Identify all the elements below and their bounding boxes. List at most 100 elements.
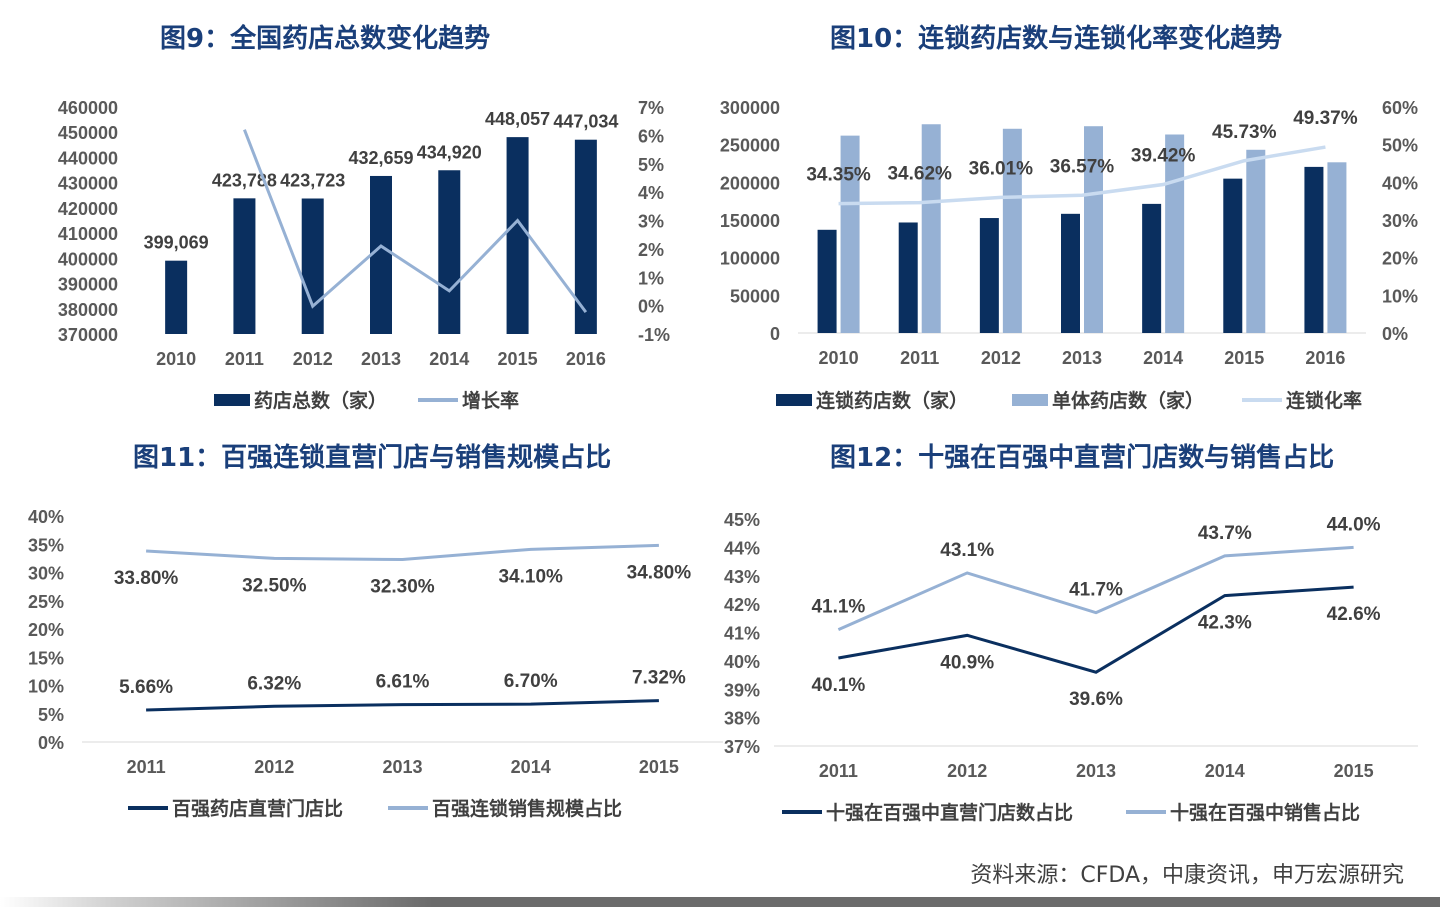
- fig9-x-tick: 2013: [361, 349, 401, 369]
- fig9-yright-tick: 1%: [638, 268, 664, 288]
- chart-title-fig9: 图9：全国药店总数变化趋势: [160, 24, 491, 54]
- fig9-yright-tick: 6%: [638, 126, 664, 146]
- fig10-yleft-tick: 100000: [720, 249, 780, 269]
- fig10-single-bar: [1327, 162, 1347, 333]
- fig9-yright-tick: 2%: [638, 240, 664, 260]
- fig11-sales-ratio-label: 32.30%: [370, 577, 435, 598]
- footer-bar: [0, 897, 1440, 907]
- fig12-y-tick: 39%: [724, 680, 760, 700]
- fig10-chain-bar: [817, 229, 837, 333]
- fig9-yleft-tick: 420000: [58, 199, 118, 219]
- fig10-single-bar: [1084, 126, 1103, 334]
- fig10-x-tick: 2011: [900, 348, 939, 368]
- fig10-yleft-tick: 250000: [720, 136, 780, 156]
- fig10-yright-tick: 40%: [1382, 173, 1418, 193]
- fig9-yleft-tick: 370000: [58, 325, 118, 345]
- fig9-bar-label: 447,034: [553, 112, 618, 132]
- fig11-x-tick: 2014: [511, 757, 551, 777]
- fig12-sales-share-label: 43.1%: [940, 540, 994, 561]
- fig9-yleft-tick: 400000: [58, 249, 118, 269]
- fig10-yright-tick: 50%: [1382, 136, 1418, 156]
- fig11-store-ratio-label: 6.32%: [247, 673, 301, 694]
- fig10-yleft-tick: 200000: [720, 173, 780, 193]
- fig9-bar: [370, 175, 392, 334]
- fig11-x-tick: 2015: [639, 757, 679, 777]
- fig9-yleft-tick: 390000: [58, 275, 118, 295]
- fig10-x-tick: 2010: [819, 348, 859, 368]
- fig11-store-ratio-label: 5.66%: [119, 677, 173, 698]
- fig9-yright-tick: -1%: [638, 325, 670, 345]
- fig10-single-bar: [840, 135, 860, 333]
- fig11-sales-ratio-line: [146, 543, 659, 562]
- fig9-yright-tick: 7%: [638, 98, 664, 118]
- fig11-y-tick: 40%: [28, 507, 64, 527]
- fig10-legend-single-label: 单体药店数（家）: [1052, 389, 1204, 412]
- fig12-x-tick: 2015: [1334, 761, 1374, 781]
- fig11-store-ratio-line: [146, 699, 659, 712]
- fig10-yleft-tick: 150000: [720, 211, 780, 231]
- fig9-bar: [506, 137, 529, 334]
- fig12-store-share-label: 42.3%: [1198, 613, 1252, 634]
- fig10-rate-label: 34.62%: [887, 164, 952, 185]
- fig9-x-tick: 2012: [293, 349, 333, 369]
- fig9-bar-label: 448,057: [485, 109, 550, 129]
- source-note: 资料来源：CFDA，中康资讯，申万宏源研究: [970, 863, 1404, 888]
- fig11-sales-ratio-label: 34.10%: [498, 566, 563, 587]
- fig12-sales-share-label: 44.0%: [1327, 514, 1381, 535]
- fig10-yright-tick: 10%: [1382, 286, 1418, 306]
- fig10-x-tick: 2013: [1062, 348, 1102, 368]
- fig11-y-tick: 15%: [28, 648, 64, 668]
- fig12-x-tick: 2011: [819, 761, 858, 781]
- fig10-x-tick: 2015: [1224, 348, 1264, 368]
- fig12-sales-share-label: 41.7%: [1069, 580, 1123, 601]
- fig12-x-tick: 2014: [1205, 761, 1245, 781]
- fig12-store-share-line: [838, 585, 1354, 674]
- fig10-legend-single-swatch: [1012, 394, 1048, 406]
- fig9-x-tick: 2011: [225, 349, 264, 369]
- fig9-bar-label: 434,920: [417, 142, 482, 162]
- fig9-growth-line: [243, 129, 588, 314]
- fig9-bar: [438, 170, 461, 334]
- fig9-yleft-tick: 430000: [58, 174, 118, 194]
- fig9-yleft-tick: 380000: [58, 300, 118, 320]
- fig12-y-tick: 41%: [724, 624, 760, 644]
- fig10-yright-tick: 20%: [1382, 249, 1418, 269]
- fig10-rate-label: 36.57%: [1050, 156, 1115, 177]
- fig9-legend-bars-swatch: [214, 394, 250, 406]
- chart-title-fig10: 图10：连锁药店数与连锁化率变化趋势: [830, 24, 1283, 54]
- fig9-yleft-tick: 440000: [58, 148, 118, 168]
- fig10-chain-bar: [898, 222, 918, 333]
- fig11-sales-ratio-label: 34.80%: [627, 562, 692, 583]
- fig10-x-tick: 2014: [1143, 348, 1183, 368]
- fig10-single-bar: [921, 124, 941, 333]
- fig9-bar: [574, 139, 597, 334]
- chart-title-fig11: 图11：百强连锁直营门店与销售规模占比: [133, 443, 612, 473]
- fig9-x-tick: 2014: [429, 349, 469, 369]
- fig12-y-tick: 40%: [724, 652, 760, 672]
- fig10-rate-label: 36.01%: [969, 158, 1034, 179]
- fig9-yleft-tick: 460000: [58, 98, 118, 118]
- fig10-rate-label: 49.37%: [1293, 108, 1358, 129]
- fig11-y-tick: 0%: [38, 733, 64, 753]
- fig12-legend-store-label: 十强在百强中直营门店数占比: [826, 801, 1073, 824]
- fig10-chain-bar: [1304, 166, 1324, 333]
- fig12-sales-share-label: 41.1%: [811, 597, 865, 618]
- fig12-y-tick: 45%: [724, 510, 760, 530]
- fig11-y-tick: 5%: [38, 705, 64, 725]
- fig12-store-share-label: 42.6%: [1327, 604, 1381, 625]
- fig11-y-tick: 30%: [28, 564, 64, 584]
- fig9-yright-tick: 0%: [638, 297, 664, 317]
- fig10-yleft-tick: 300000: [720, 98, 780, 118]
- fig10-chain-bar: [1061, 213, 1080, 333]
- fig11-x-tick: 2013: [382, 757, 422, 777]
- fig9-x-tick: 2016: [566, 349, 606, 369]
- fig11-legend-sales-label: 百强连锁销售规模占比: [432, 797, 622, 820]
- fig9-x-tick: 2015: [498, 349, 538, 369]
- fig12-store-share-label: 40.9%: [940, 652, 994, 673]
- fig10-single-bar: [1246, 149, 1266, 333]
- fig12-sales-share-line: [837, 545, 1354, 632]
- fig9-bar-label: 399,069: [144, 233, 209, 253]
